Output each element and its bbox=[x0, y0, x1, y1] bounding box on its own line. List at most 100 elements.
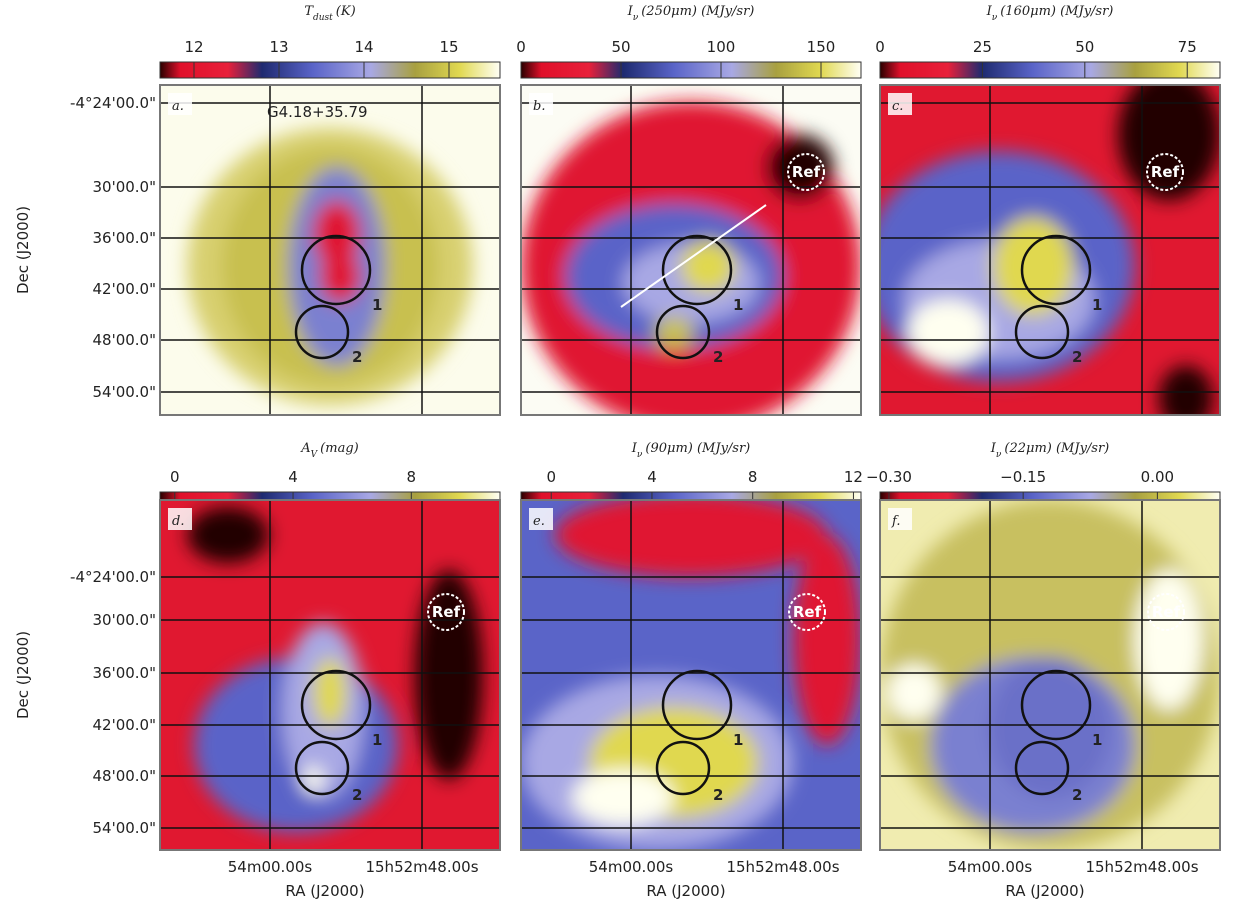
x-axis-label: RA (J2000) bbox=[1005, 882, 1084, 900]
colorbar-tick-label: 0 bbox=[546, 468, 556, 486]
reference-label: Ref bbox=[432, 603, 461, 621]
region-2 bbox=[655, 740, 711, 796]
reference-region bbox=[427, 593, 465, 631]
emission-blob bbox=[313, 200, 361, 267]
ra-tick-label: 15h52m48.00s bbox=[1085, 858, 1198, 876]
reference-region bbox=[1147, 593, 1185, 631]
region-label: 1 bbox=[372, 296, 382, 314]
colorbar-tick-label: 0 bbox=[516, 38, 526, 56]
letter-box bbox=[888, 508, 912, 530]
map-emission bbox=[880, 85, 1220, 415]
dec-tick-label: 42'00.0" bbox=[92, 716, 156, 734]
map bbox=[160, 85, 500, 415]
ra-tick-label: 54m00.00s bbox=[589, 858, 674, 876]
direction-arrow bbox=[620, 204, 767, 308]
colorbar-tick-label: 4 bbox=[647, 468, 657, 486]
dec-tick-label: -4°24'00.0" bbox=[70, 94, 156, 112]
colorbar-tick-label: 50 bbox=[611, 38, 630, 56]
colorbar-tick-label: 4 bbox=[288, 468, 298, 486]
emission-blob bbox=[886, 664, 942, 721]
panel: AV (mag) 0 4 8 d. 1 2 Ref -4°24'00.0" 30'00.0" 36'0… bbox=[14, 441, 501, 900]
suffix: (mag) bbox=[320, 441, 359, 456]
colorbar-tick-label: 0.00 bbox=[1141, 468, 1174, 486]
dec-tick-label: 36'00.0" bbox=[92, 664, 156, 682]
panel: Iν (160μm) (MJy/sr) 0 25 50 75 c. 1 2 Ref bbox=[875, 4, 1221, 416]
reference-region bbox=[1146, 153, 1184, 191]
colorbar-tick-label: 12 bbox=[844, 468, 863, 486]
map-frame bbox=[879, 499, 1221, 851]
map bbox=[880, 500, 1220, 850]
source-name: G4.18+35.79 bbox=[267, 103, 368, 121]
panel-letter: e. bbox=[533, 514, 545, 529]
suffix: (90μm) (MJy/sr) bbox=[645, 441, 750, 456]
panel-letter: b. bbox=[533, 99, 545, 114]
region-label: 2 bbox=[713, 348, 723, 366]
dec-tick-label: 54'00.0" bbox=[92, 383, 156, 401]
panel: Iν (22μm) (MJy/sr) −0.30 −0.15 0.00 f. 1 2 Ref 54… bbox=[866, 441, 1221, 900]
emission-blob bbox=[187, 507, 269, 563]
y-axis-label: Dec (J2000) bbox=[14, 631, 32, 719]
dec-tick-label: 36'00.0" bbox=[92, 229, 156, 247]
suffix: (250μm) (MJy/sr) bbox=[641, 4, 754, 19]
symbol: I bbox=[627, 4, 634, 19]
suffix: (160μm) (MJy/sr) bbox=[1000, 4, 1113, 19]
emission-blob bbox=[1158, 365, 1214, 415]
region-label: 1 bbox=[1092, 296, 1102, 314]
ra-tick-label: 54m00.00s bbox=[228, 858, 313, 876]
region-label: 2 bbox=[1072, 348, 1082, 366]
map-frame bbox=[159, 84, 501, 416]
dec-tick-label: 48'00.0" bbox=[92, 331, 156, 349]
map bbox=[880, 85, 1220, 415]
colorbar-tick-label: 13 bbox=[269, 38, 288, 56]
letter-box bbox=[529, 93, 553, 115]
letter-box bbox=[888, 93, 912, 115]
colorbar-tick-label: 8 bbox=[748, 468, 758, 486]
colorbar-tick-label: 12 bbox=[184, 38, 203, 56]
colorbar-tick-label: 50 bbox=[1075, 38, 1094, 56]
region-2 bbox=[1014, 304, 1070, 360]
y-axis-label: Dec (J2000) bbox=[14, 206, 32, 294]
region-1 bbox=[1020, 669, 1092, 741]
subscript: ν bbox=[992, 13, 998, 23]
colorbar-tick-label: 25 bbox=[973, 38, 992, 56]
region-label: 1 bbox=[372, 731, 382, 749]
region-label: 2 bbox=[713, 786, 723, 804]
colorbar-label: Tdust (K) bbox=[304, 4, 355, 23]
reference-region bbox=[788, 593, 826, 631]
colorbar bbox=[159, 61, 501, 79]
subscript: ν bbox=[996, 450, 1002, 460]
map-emission bbox=[187, 507, 483, 833]
colorbar-label: Iν (22μm) (MJy/sr) bbox=[990, 441, 1110, 460]
ra-tick-label: 54m00.00s bbox=[948, 858, 1033, 876]
emission-blob bbox=[302, 766, 324, 794]
region-label: 1 bbox=[733, 731, 743, 749]
region-1 bbox=[661, 234, 733, 306]
dec-tick-label: 48'00.0" bbox=[92, 767, 156, 785]
panels: Tdust (K)12 13 14 15a. G4.18+35.7912-4°24'00.… bbox=[14, 4, 1221, 900]
region-label: 2 bbox=[352, 786, 362, 804]
colorbar-tick-label: 0 bbox=[170, 468, 180, 486]
reference-label: Ref bbox=[793, 603, 822, 621]
letter-box bbox=[168, 508, 192, 530]
emission-blob bbox=[313, 657, 347, 728]
dec-tick-label: 30'00.0" bbox=[92, 611, 156, 629]
map-frame bbox=[520, 84, 862, 416]
colorbar-tick-label: 75 bbox=[1178, 38, 1197, 56]
emission-blob bbox=[793, 535, 861, 745]
reference-label: Ref bbox=[1152, 603, 1181, 621]
colorbar-tick-label: 150 bbox=[807, 38, 836, 56]
emission-blob bbox=[988, 657, 1112, 798]
suffix: (22μm) (MJy/sr) bbox=[1004, 441, 1109, 456]
colorbar-tick-label: 0 bbox=[875, 38, 885, 56]
letter-box bbox=[168, 93, 192, 115]
region-label: 1 bbox=[1092, 731, 1102, 749]
dec-tick-label: 42'00.0" bbox=[92, 280, 156, 298]
emission-blob bbox=[680, 240, 736, 293]
region-1 bbox=[300, 669, 372, 741]
map-frame bbox=[520, 499, 862, 851]
panel-letter: c. bbox=[892, 99, 903, 114]
suffix: (K) bbox=[336, 4, 356, 19]
map bbox=[160, 500, 500, 850]
symbol: A bbox=[300, 441, 310, 456]
